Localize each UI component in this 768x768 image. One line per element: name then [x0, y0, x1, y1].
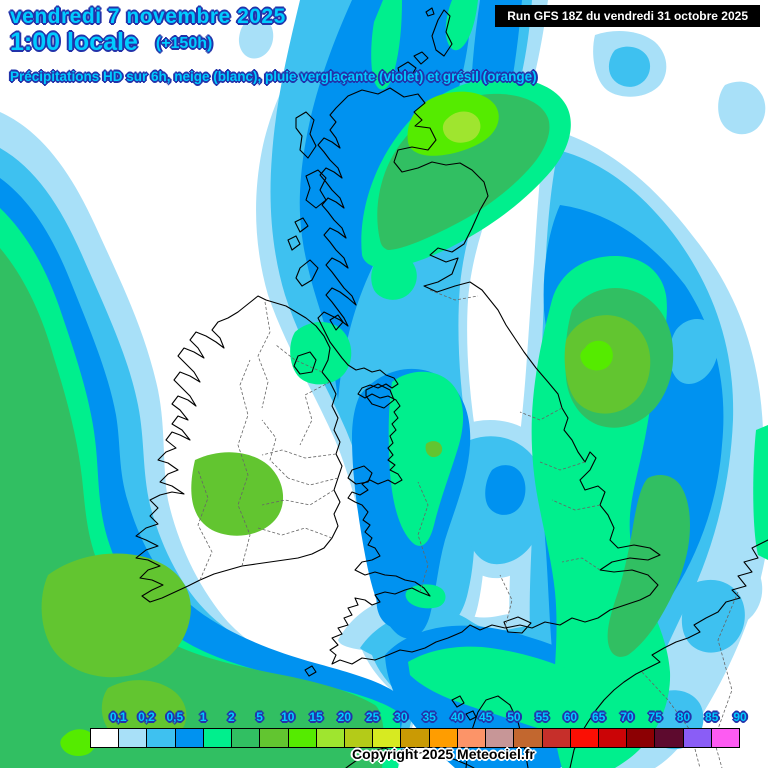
- legend-scale-value: 20: [337, 710, 352, 724]
- forecast-time: 1:00 locale: [10, 28, 138, 56]
- legend-swatch: [598, 729, 628, 747]
- coast-brittany: [345, 747, 475, 768]
- legend-scale-value: 0,2: [138, 710, 155, 724]
- legend-scale-value: 85: [705, 710, 719, 724]
- legend-scale-value: 5: [256, 710, 263, 724]
- legend-scale-value: 40: [450, 710, 465, 724]
- legend-scale-value: 15: [309, 710, 323, 724]
- legend-scale-value: 30: [394, 710, 408, 724]
- legend-swatch: [711, 729, 740, 747]
- legend-scale-value: 45: [478, 710, 493, 724]
- anglesey: [347, 465, 373, 485]
- legend-swatch: [288, 729, 317, 747]
- copyright-notice: Copyright 2025 Meteociel.fr: [352, 746, 535, 762]
- legend-swatch: [655, 729, 684, 747]
- legend-swatch: [344, 729, 374, 747]
- legend-swatch: [627, 729, 656, 747]
- legend-scale-value: 55: [535, 710, 549, 724]
- lough-neagh: [293, 351, 317, 375]
- legend-scale-value: 35: [422, 710, 436, 724]
- legend-swatch: [683, 729, 712, 747]
- isle-of-wight: [503, 616, 532, 634]
- legend-scale-labels: 0,1 0,2 0,5 1 2 5 10 15 20 25 30 35 40 45 50 55 60 65 70 75…: [90, 710, 747, 726]
- legend-swatch: [401, 729, 430, 747]
- legend-scale-value: 60: [563, 710, 578, 724]
- legend-swatch: [486, 729, 515, 747]
- forecast-offset: (+150h): [155, 35, 213, 52]
- legend-swatch: [316, 729, 345, 747]
- legend-scale-value: 80: [676, 710, 691, 724]
- scilly: [304, 665, 317, 677]
- legend-scale-value: 0,5: [166, 710, 184, 724]
- legend-scale-value: 1: [199, 710, 207, 724]
- legend-swatch: [457, 729, 487, 747]
- legend-scale-value: 25: [365, 710, 380, 724]
- legend-swatch: [119, 729, 148, 747]
- model-run-box: Run GFS 18Z du vendredi 31 octobre 2025: [495, 5, 760, 27]
- precip-hole-patch: [669, 318, 719, 385]
- coast-ireland: [135, 295, 343, 603]
- legend-scale-value: 50: [507, 710, 521, 724]
- coastlines: [135, 7, 768, 768]
- legend-swatch: [429, 729, 458, 747]
- orkney: [397, 61, 417, 79]
- legend-swatch: [373, 729, 402, 747]
- skye: [305, 169, 327, 209]
- forecast-date: vendredi 7 novembre 2025: [10, 5, 286, 28]
- legend-swatch: [542, 729, 571, 747]
- legend-swatch: [514, 729, 543, 747]
- channel-islands: [451, 695, 465, 708]
- legend-scale-value: 75: [648, 710, 662, 724]
- legend-scale-value: 65: [592, 710, 606, 724]
- legend-swatch: [91, 729, 120, 747]
- arran: [329, 314, 344, 331]
- map-subtitle: Précipitations HD sur 6h, neige (blanc),…: [10, 69, 537, 84]
- legend-swatch: [232, 729, 261, 747]
- legend-scale-value: 70: [620, 710, 634, 724]
- legend-scale-value: 90: [733, 710, 747, 724]
- legend-scale-value: 2: [227, 710, 235, 724]
- coast-great-britain: [317, 87, 661, 665]
- isle-of-man: [365, 383, 395, 409]
- hebrides: [295, 111, 317, 159]
- legend-swatch: [175, 729, 204, 747]
- legend-swatch: [260, 729, 289, 747]
- precip-layer-15mm: [442, 111, 481, 143]
- legend-scale-value: 0,1: [109, 710, 127, 724]
- legend-swatch: [147, 729, 176, 747]
- region-borders: [197, 289, 739, 768]
- shetland: [431, 9, 453, 57]
- islay-jura: [295, 259, 319, 287]
- legend-scale-value: 10: [281, 710, 295, 724]
- legend-color-bar: [90, 728, 740, 748]
- legend-swatch: [570, 729, 599, 747]
- coast-france-belgium: [569, 539, 768, 768]
- legend-swatch: [203, 729, 233, 747]
- forecast-time-row: 1:00 locale (+150h): [10, 28, 212, 57]
